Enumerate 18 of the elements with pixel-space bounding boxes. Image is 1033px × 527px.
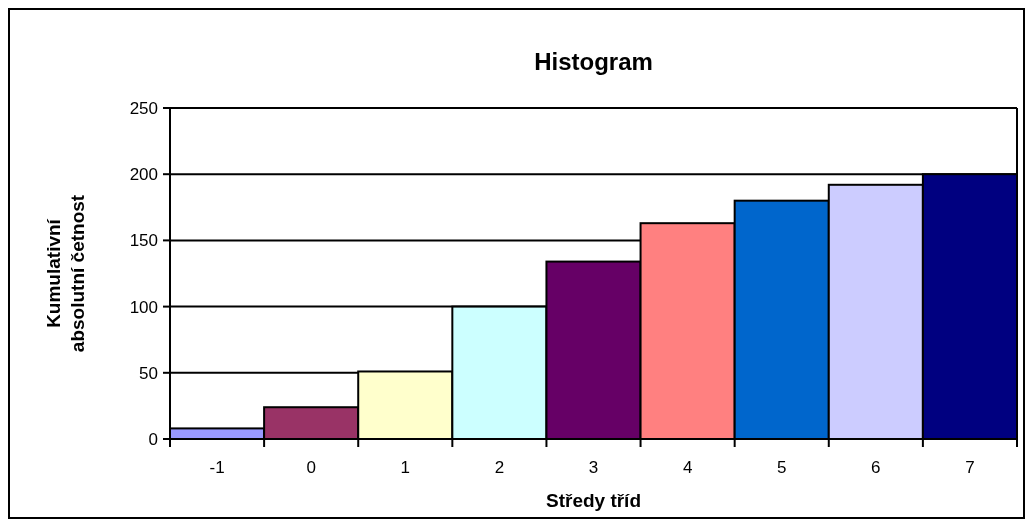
x-tick-label: 5	[776, 458, 787, 477]
y-tick-label: 100	[129, 297, 158, 317]
y-tick-label: 200	[129, 165, 158, 185]
y-axis-title: Kumulativní absolutní četnost	[43, 194, 88, 353]
x-axis-title: Středy tříd	[545, 490, 642, 511]
x-tick-label: 1	[400, 458, 411, 477]
x-tick-label: 2	[494, 458, 505, 477]
y-tick-label: 250	[129, 98, 158, 118]
y-tick-label: 0	[148, 429, 158, 449]
x-tick-label: 7	[965, 458, 975, 477]
y-tick-label: 50	[139, 363, 158, 383]
y-tick-label: 150	[129, 231, 158, 251]
x-tick-label: -1	[209, 458, 225, 477]
x-tick-label: 6	[871, 458, 881, 477]
chart-title: Histogram	[534, 48, 653, 75]
x-tick-label: 0	[306, 458, 316, 477]
x-tick-label: 3	[588, 458, 599, 477]
x-tick-label: 4	[682, 458, 693, 477]
